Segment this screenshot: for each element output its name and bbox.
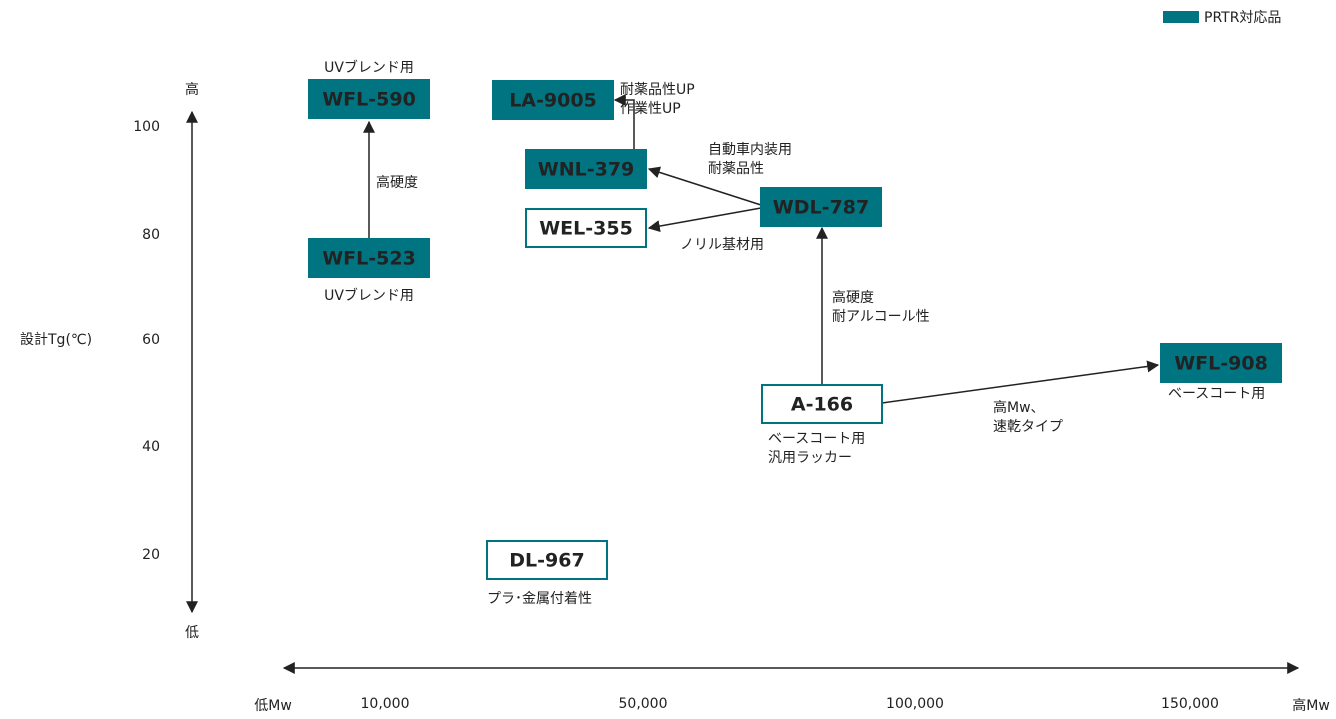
product-note: ノリル基材用 xyxy=(680,236,764,253)
product-note: ベースコート用 xyxy=(1168,386,1265,402)
product-note: 耐薬品性 xyxy=(708,161,764,177)
product-box xyxy=(1160,343,1282,383)
product-box xyxy=(486,540,608,580)
y-high: 高 xyxy=(185,81,199,98)
product-box xyxy=(308,79,430,119)
product-note: プラ･金属付着性 xyxy=(487,591,592,607)
product-label: WFL-590 xyxy=(322,89,416,111)
x-tick-label: 150,000 xyxy=(1161,696,1219,712)
product-label: WEL-355 xyxy=(539,218,633,240)
product-label: WDL-787 xyxy=(773,197,869,219)
product-note: 作業性UP xyxy=(620,101,681,117)
product-label: WFL-523 xyxy=(322,248,416,270)
y-low: 低 xyxy=(185,625,199,641)
x-high: 高Mw xyxy=(1292,697,1330,714)
product-box xyxy=(308,238,430,278)
product-box xyxy=(525,149,647,189)
product-label: WFL-908 xyxy=(1174,353,1268,375)
product-note: ベースコート用 xyxy=(768,431,865,447)
product-box xyxy=(525,208,647,248)
product-label: LA-9005 xyxy=(509,90,597,112)
product-label: A-166 xyxy=(791,394,853,416)
edge-label: 速乾タイプ xyxy=(993,419,1063,435)
product-note: UVブレンド用 xyxy=(324,59,414,76)
x-tick-label: 50,000 xyxy=(619,696,668,712)
product-note: 耐薬品性UP xyxy=(620,82,695,98)
x-low: 低Mw xyxy=(254,698,292,714)
edge-label: 高硬度 xyxy=(376,174,418,191)
edge-label: 高Mw、 xyxy=(993,399,1045,416)
product-note: UVブレンド用 xyxy=(324,287,414,304)
arrows xyxy=(363,94,1160,404)
product-label: DL-967 xyxy=(509,550,584,572)
y-tick-label: 100 xyxy=(133,119,160,135)
product-box xyxy=(761,384,883,424)
legend-label: PRTR対応品 xyxy=(1204,10,1281,26)
product-box xyxy=(760,187,882,227)
edge-label: 高硬度 xyxy=(832,289,874,306)
y-tick-label: 40 xyxy=(142,439,160,455)
y-tick-label: 60 xyxy=(142,332,160,348)
edge-label: 耐アルコール性 xyxy=(832,309,930,325)
product-note: 自動車内装用 xyxy=(708,141,792,158)
y-tick-label: 80 xyxy=(142,227,160,243)
x-tick-label: 100,000 xyxy=(886,696,944,712)
legend-swatch xyxy=(1163,11,1199,23)
product-label: WNL-379 xyxy=(538,159,635,181)
product-note: 汎用ラッカー xyxy=(768,450,852,466)
y-axis-label: 設計Tg(℃) xyxy=(20,332,92,348)
product-box xyxy=(492,80,614,120)
y-tick-label: 20 xyxy=(142,547,160,563)
x-tick-label: 10,000 xyxy=(361,696,410,712)
